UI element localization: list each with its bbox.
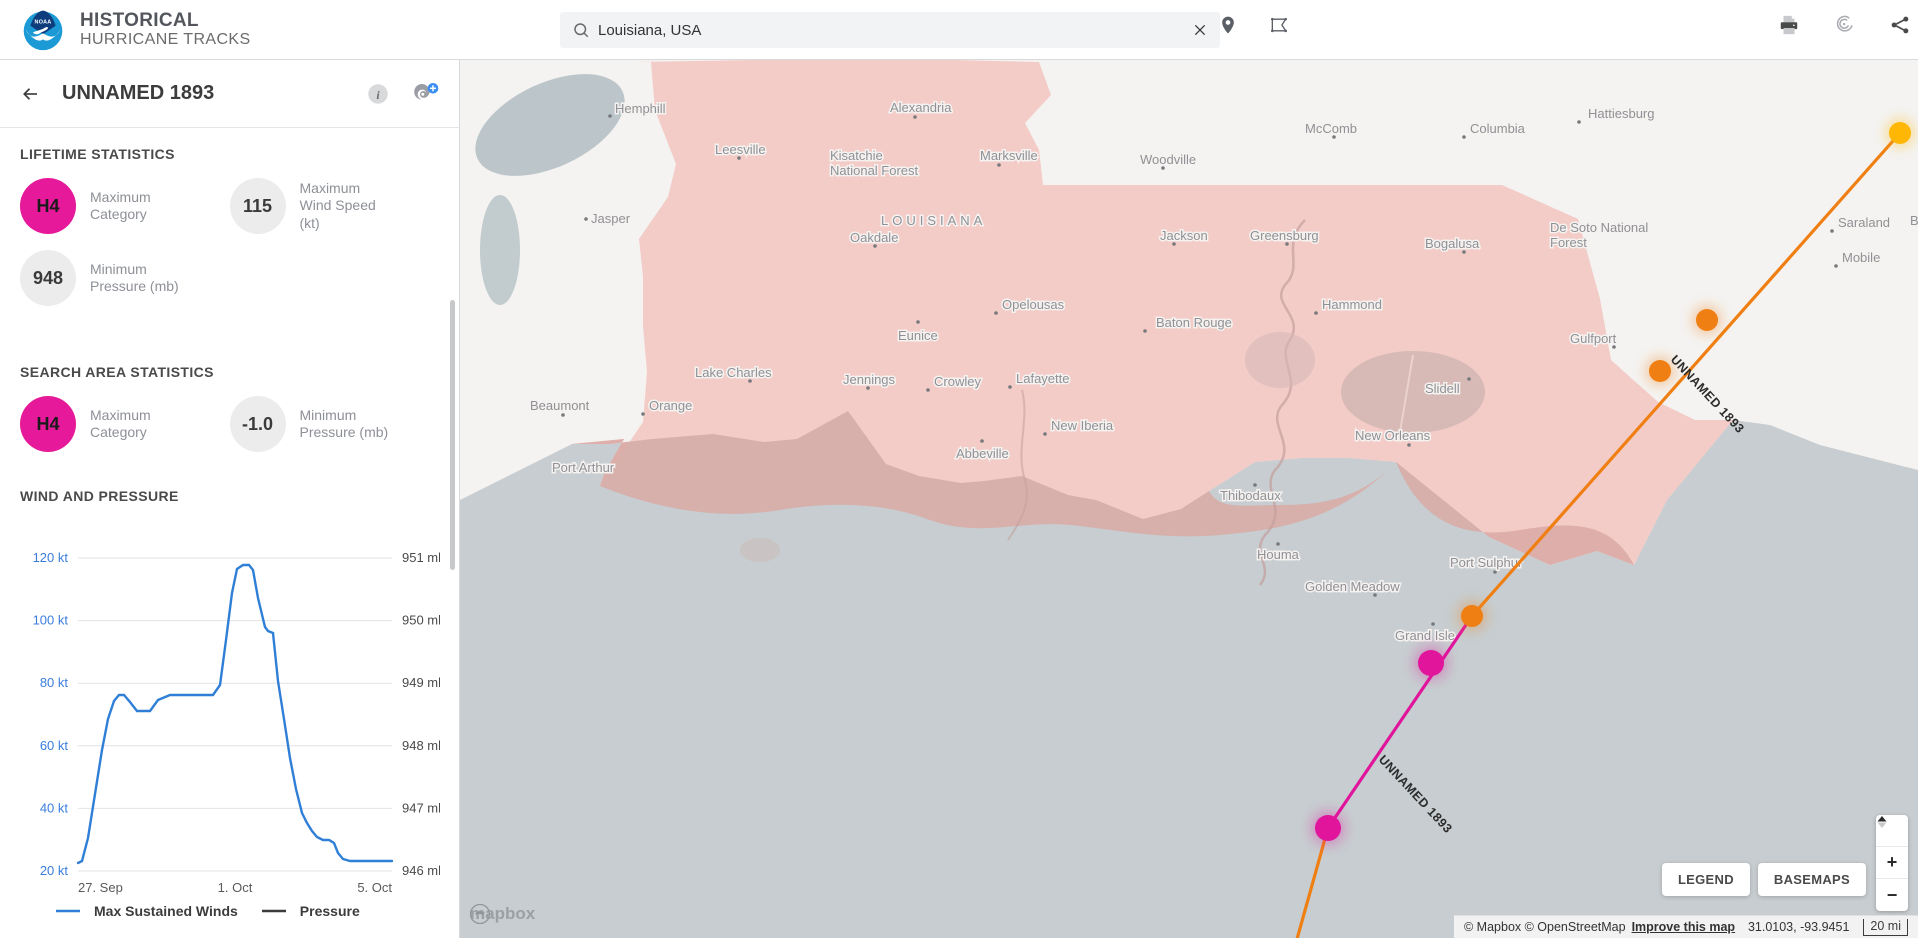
svg-text:950 mb: 950 mb bbox=[402, 613, 440, 628]
svg-text:Greensburg: Greensburg bbox=[1250, 228, 1319, 243]
svg-text:Lafayette: Lafayette bbox=[1016, 371, 1070, 386]
svg-text:Abbeville: Abbeville bbox=[956, 446, 1009, 461]
svg-text:Crowley: Crowley bbox=[934, 374, 981, 389]
svg-text:Jackson: Jackson bbox=[1160, 228, 1208, 243]
svg-text:40 kt: 40 kt bbox=[40, 800, 69, 815]
svg-text:5. Oct: 5. Oct bbox=[357, 880, 392, 895]
svg-text:Woodville: Woodville bbox=[1140, 152, 1196, 167]
svg-text:Slidell: Slidell bbox=[1425, 381, 1460, 396]
svg-text:Jennings: Jennings bbox=[843, 372, 896, 387]
svg-text:LOUISIANA: LOUISIANA bbox=[881, 213, 986, 228]
svg-text:Marksville: Marksville bbox=[980, 148, 1038, 163]
svg-text:951 mb: 951 mb bbox=[402, 550, 440, 565]
svg-text:Thibodaux: Thibodaux bbox=[1220, 488, 1281, 503]
svg-text:100 kt: 100 kt bbox=[33, 613, 69, 628]
svg-text:Gulfport: Gulfport bbox=[1570, 331, 1617, 346]
svg-text:Jasper: Jasper bbox=[591, 211, 631, 226]
svg-text:Saraland: Saraland bbox=[1838, 215, 1890, 230]
svg-text:Baton Rouge: Baton Rouge bbox=[1156, 315, 1232, 330]
svg-text:Port Arthur: Port Arthur bbox=[552, 460, 615, 475]
svg-text:Orange: Orange bbox=[649, 398, 692, 413]
svg-text:McComb: McComb bbox=[1305, 121, 1357, 136]
svg-text:60 kt: 60 kt bbox=[40, 738, 69, 753]
svg-text:Hemphill: Hemphill bbox=[615, 101, 666, 116]
svg-text:946 mb: 946 mb bbox=[402, 863, 440, 878]
svg-text:New Iberia: New Iberia bbox=[1051, 418, 1114, 433]
svg-text:Bogalusa: Bogalusa bbox=[1425, 236, 1480, 251]
svg-text:Eunice: Eunice bbox=[898, 328, 938, 343]
svg-text:Port Sulphur: Port Sulphur bbox=[1450, 555, 1523, 570]
svg-text:120 kt: 120 kt bbox=[33, 550, 69, 565]
svg-text:Bay Minette: Bay Minette bbox=[1910, 213, 1918, 228]
svg-text:27. Sep: 27. Sep bbox=[78, 880, 123, 895]
svg-text:20 kt: 20 kt bbox=[40, 863, 69, 878]
svg-text:Columbia: Columbia bbox=[1470, 121, 1526, 136]
svg-text:Golden Meadow: Golden Meadow bbox=[1305, 579, 1400, 594]
svg-text:Leesville: Leesville bbox=[715, 142, 766, 157]
svg-text:Opelousas: Opelousas bbox=[1002, 297, 1065, 312]
svg-text:NOAA: NOAA bbox=[35, 19, 52, 25]
svg-text:948 mb: 948 mb bbox=[402, 738, 440, 753]
svg-text:Mobile: Mobile bbox=[1842, 250, 1880, 265]
svg-text:Houma: Houma bbox=[1257, 547, 1300, 562]
svg-text:1. Oct: 1. Oct bbox=[218, 880, 253, 895]
svg-text:Lake Charles: Lake Charles bbox=[695, 365, 772, 380]
svg-text:Grand Isle: Grand Isle bbox=[1395, 628, 1455, 643]
svg-text:80 kt: 80 kt bbox=[40, 675, 69, 690]
svg-text:Alexandria: Alexandria bbox=[890, 100, 952, 115]
svg-text:947 mb: 947 mb bbox=[402, 800, 440, 815]
svg-text:Hammond: Hammond bbox=[1322, 297, 1382, 312]
svg-text:New Orleans: New Orleans bbox=[1355, 428, 1431, 443]
svg-text:Oakdale: Oakdale bbox=[850, 230, 898, 245]
svg-text:Beaumont: Beaumont bbox=[530, 398, 590, 413]
svg-text:949 mb: 949 mb bbox=[402, 675, 440, 690]
svg-text:Hattiesburg: Hattiesburg bbox=[1588, 106, 1654, 121]
